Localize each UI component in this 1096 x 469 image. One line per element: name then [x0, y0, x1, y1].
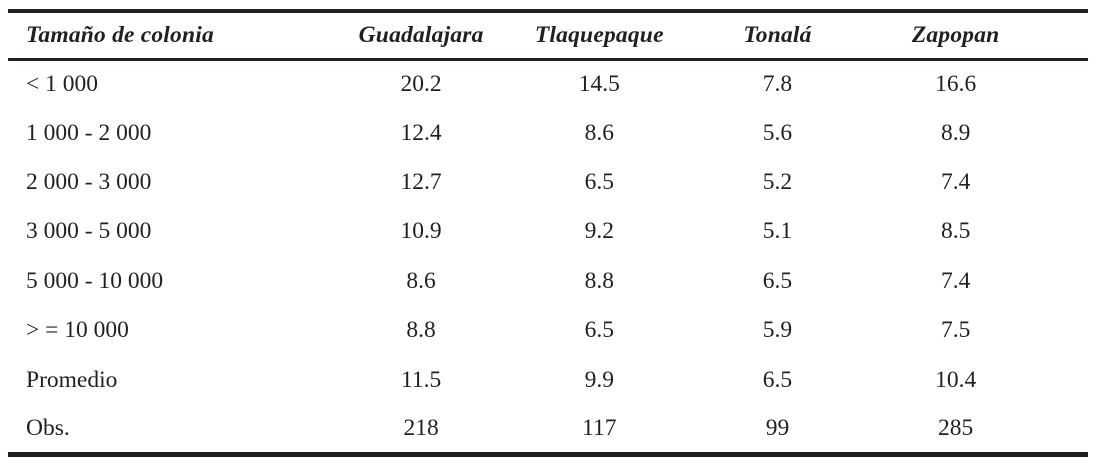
cell-value: 7.4 — [940, 168, 971, 195]
cell-value: 8.6 — [406, 267, 436, 294]
spacer-cell — [1045, 158, 1088, 207]
cell-value: 12.7 — [400, 168, 442, 195]
cell-value: 6.5 — [762, 267, 793, 294]
cell-value: 14.5 — [578, 70, 620, 97]
spacer-cell — [1045, 355, 1088, 404]
row-label: 2 000 - 3 000 — [26, 168, 152, 195]
cell-value: 9.2 — [584, 218, 614, 245]
cell-value: 5.6 — [762, 119, 793, 146]
spacer-cell — [1045, 207, 1088, 256]
cell-value: 8.8 — [406, 317, 436, 344]
cell-value: 12.4 — [400, 119, 442, 146]
cell-value: 9.9 — [584, 366, 614, 393]
table-row: 2 000 - 3 000 12.7 6.5 5.2 7.4 — [8, 158, 1088, 207]
cell-value: 218 — [403, 414, 439, 441]
table-row: Obs. 218 117 99 285 — [8, 405, 1088, 454]
row-label: < 1 000 — [26, 70, 99, 97]
row-label: 5 000 - 10 000 — [26, 267, 164, 294]
cell-value: 10.9 — [400, 218, 442, 245]
column-header-tonala: Tonalá — [688, 11, 867, 61]
table-body: < 1 000 20.2 14.5 7.8 16.6 1 000 - 2 000 12.4 8… — [8, 59, 1088, 454]
cell-value: 8.8 — [584, 267, 614, 294]
cell-value: 5.9 — [762, 317, 793, 344]
table-row: < 1 000 20.2 14.5 7.8 16.6 — [8, 59, 1088, 108]
column-header-tlaquepaque: Tlaquepaque — [510, 11, 689, 61]
column-header-guadalajara: Guadalajara — [332, 11, 511, 61]
cell-value: 7.5 — [940, 317, 971, 344]
spacer-cell — [1045, 257, 1088, 306]
colonia-size-table: Tamaño de colonia Guadalajara Tlaquepaqu… — [8, 9, 1088, 457]
cell-value: 8.9 — [940, 119, 971, 146]
cell-value: 7.8 — [762, 70, 793, 97]
table-row: 3 000 - 5 000 10.9 9.2 5.1 8.5 — [8, 207, 1088, 256]
cell-value: 6.5 — [584, 168, 614, 195]
column-header-tamano-de-colonia: Tamaño de colonia — [8, 11, 333, 61]
cell-value: 8.6 — [584, 119, 614, 146]
cell-value: 16.6 — [935, 70, 977, 97]
cell-value: 117 — [582, 414, 617, 441]
row-label: 1 000 - 2 000 — [26, 119, 152, 146]
table-row: 1 000 - 2 000 12.4 8.6 5.6 8.9 — [8, 108, 1088, 157]
cell-value: 6.5 — [762, 366, 793, 393]
row-label: 3 000 - 5 000 — [26, 218, 152, 245]
cell-value: 99 — [765, 414, 790, 441]
cell-value: 6.5 — [584, 317, 614, 344]
spacer-cell — [1044, 11, 1088, 61]
row-label: Obs. — [26, 414, 70, 441]
spacer-cell — [1045, 108, 1088, 157]
cell-value: 5.1 — [762, 218, 793, 245]
cell-value: 20.2 — [400, 70, 442, 97]
table-row: 5 000 - 10 000 8.6 8.8 6.5 7.4 — [8, 257, 1088, 306]
cell-value: 285 — [938, 414, 974, 441]
spacer-cell — [1045, 405, 1088, 454]
spacer-cell — [1045, 306, 1088, 355]
cell-value: 11.5 — [400, 366, 442, 393]
header-row: Tamaño de colonia Guadalajara Tlaquepaqu… — [8, 11, 1088, 61]
cell-value: 7.4 — [940, 267, 971, 294]
table-header: Tamaño de colonia Guadalajara Tlaquepaqu… — [8, 11, 1088, 61]
table-container: Tamaño de colonia Guadalajara Tlaquepaqu… — [8, 9, 1088, 457]
table-row: Promedio 11.5 9.9 6.5 10.4 — [8, 355, 1088, 404]
cell-value: 5.2 — [762, 168, 793, 195]
table-row: > = 10 000 8.8 6.5 5.9 7.5 — [8, 306, 1088, 355]
spacer-cell — [1045, 59, 1088, 108]
cell-value: 10.4 — [935, 366, 977, 393]
cell-value: 8.5 — [940, 218, 971, 245]
row-label: Promedio — [26, 366, 118, 393]
row-label: > = 10 000 — [26, 317, 129, 344]
column-header-zapopan: Zapopan — [866, 11, 1045, 61]
